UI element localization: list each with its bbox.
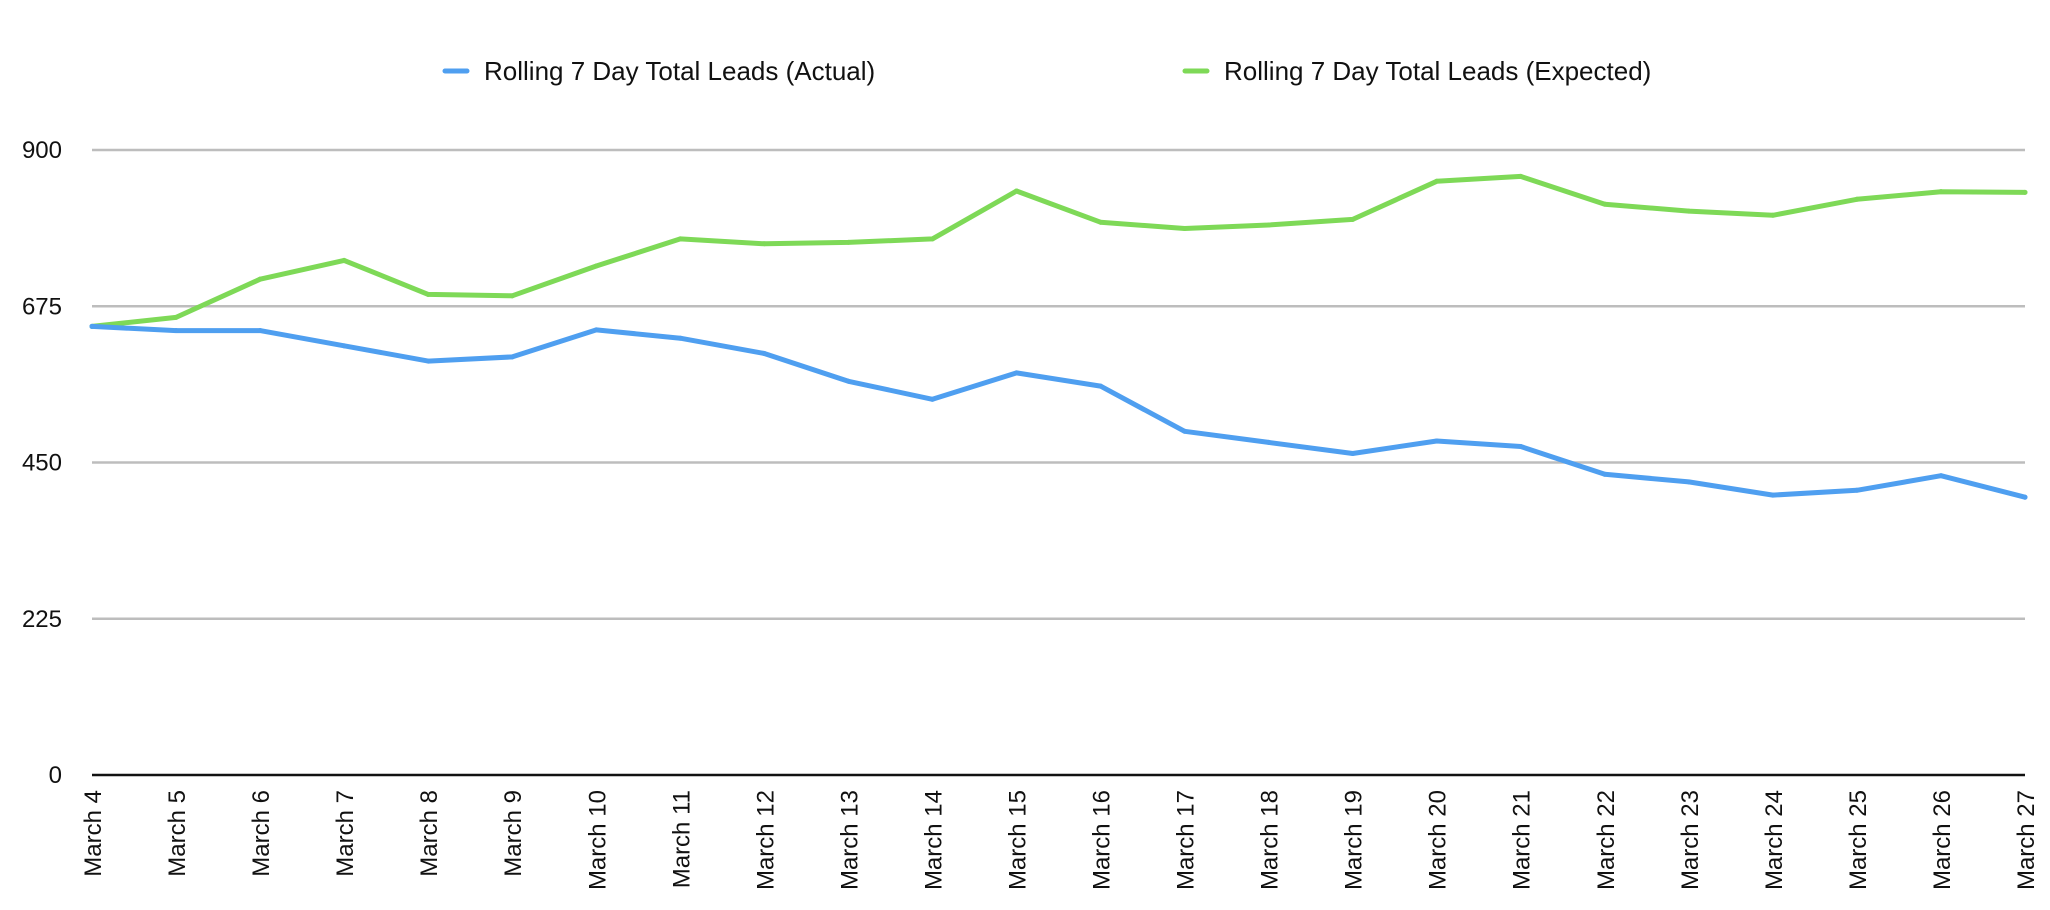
data-point xyxy=(1350,450,1356,456)
data-point xyxy=(1770,212,1776,218)
data-point xyxy=(1013,188,1019,194)
y-tick-label: 225 xyxy=(22,606,62,633)
data-point xyxy=(1938,473,1944,479)
data-point xyxy=(2022,494,2028,500)
x-tick-label: March 14 xyxy=(920,790,947,890)
x-tick-label: March 16 xyxy=(1089,790,1116,890)
data-point xyxy=(761,350,767,356)
x-tick-label: March 15 xyxy=(1004,790,1031,890)
data-point xyxy=(845,378,851,384)
data-point xyxy=(425,291,431,297)
data-point xyxy=(257,328,263,334)
x-tick-label: March 20 xyxy=(1425,790,1452,890)
y-tick-label: 0 xyxy=(49,762,62,789)
data-point xyxy=(929,396,935,402)
data-point xyxy=(173,314,179,320)
data-point xyxy=(1434,178,1440,184)
data-point xyxy=(1518,173,1524,179)
data-point xyxy=(1602,201,1608,207)
data-point xyxy=(1518,444,1524,450)
legend-item: Rolling 7 Day Total Leads (Expected) xyxy=(1182,56,1651,86)
data-point xyxy=(1266,222,1272,228)
data-point xyxy=(509,354,515,360)
data-point xyxy=(1098,383,1104,389)
data-point xyxy=(1013,370,1019,376)
data-point xyxy=(845,239,851,245)
data-point xyxy=(761,241,767,247)
data-point xyxy=(341,257,347,263)
y-tick-label: 675 xyxy=(22,293,62,320)
data-point xyxy=(1098,219,1104,225)
data-point xyxy=(1938,189,1944,195)
legend-item: Rolling 7 Day Total Leads (Actual) xyxy=(442,56,875,86)
data-point xyxy=(341,343,347,349)
x-tick-label: March 26 xyxy=(1929,790,1956,890)
data-point xyxy=(1602,471,1608,477)
series-lines xyxy=(89,173,2028,500)
data-point xyxy=(1266,439,1272,445)
x-axis-tick-labels: March 4 March 5 March 6 March 7 March 8 March… xyxy=(80,790,2040,890)
data-point xyxy=(1182,428,1188,434)
x-tick-label: March 4 xyxy=(80,790,107,877)
chart-legend: Rolling 7 Day Total Leads (Actual) Rollin… xyxy=(442,56,1651,86)
series-line-expected xyxy=(89,173,2028,329)
data-point xyxy=(593,327,599,333)
x-tick-label: March 19 xyxy=(1341,790,1368,890)
data-point xyxy=(1770,492,1776,498)
data-point xyxy=(1182,225,1188,231)
x-tick-label: March 8 xyxy=(416,790,443,877)
x-tick-label: March 24 xyxy=(1761,790,1788,890)
data-point xyxy=(425,358,431,364)
x-tick-label: March 9 xyxy=(500,790,527,877)
series-line-actual xyxy=(89,323,2028,500)
data-point xyxy=(509,293,515,299)
data-point xyxy=(593,263,599,269)
x-tick-label: March 18 xyxy=(1257,790,1284,890)
legend-label: Rolling 7 Day Total Leads (Expected) xyxy=(1224,56,1651,86)
y-tick-label: 450 xyxy=(22,450,62,477)
x-tick-label: March 7 xyxy=(332,790,359,877)
data-point xyxy=(677,236,683,242)
data-point xyxy=(257,276,263,282)
x-tick-label: March 23 xyxy=(1677,790,1704,890)
data-point xyxy=(2022,189,2028,195)
x-tick-label: March 25 xyxy=(1845,790,1872,890)
x-tick-label: March 17 xyxy=(1173,790,1200,890)
data-point xyxy=(677,335,683,341)
data-point xyxy=(1686,208,1692,214)
x-tick-label: March 12 xyxy=(752,790,779,890)
data-point xyxy=(1854,487,1860,493)
x-tick-label: March 22 xyxy=(1593,790,1620,890)
y-tick-label: 900 xyxy=(22,137,62,164)
x-tick-label: March 21 xyxy=(1509,790,1536,890)
data-point xyxy=(173,328,179,334)
y-axis-tick-labels: 0 225 450 675 900 xyxy=(22,137,62,789)
x-tick-label: March 5 xyxy=(164,790,191,877)
data-point xyxy=(89,323,95,329)
legend-label: Rolling 7 Day Total Leads (Actual) xyxy=(484,56,875,86)
x-tick-label: March 27 xyxy=(2013,790,2040,890)
x-tick-label: March 11 xyxy=(668,790,695,888)
data-point xyxy=(929,236,935,242)
x-tick-label: March 13 xyxy=(836,790,863,890)
data-point xyxy=(1854,196,1860,202)
x-tick-label: March 10 xyxy=(584,790,611,890)
x-tick-label: March 6 xyxy=(248,790,275,877)
data-point xyxy=(1686,479,1692,485)
data-point xyxy=(1434,438,1440,444)
data-point xyxy=(1350,216,1356,222)
grid-lines xyxy=(92,148,2025,620)
